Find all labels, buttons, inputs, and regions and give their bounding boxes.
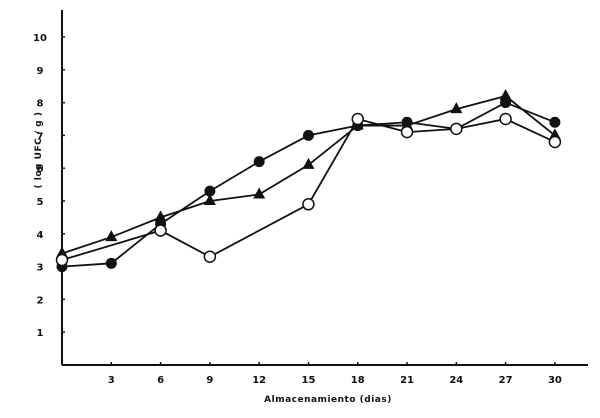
x-tick-label: 27 [499,375,513,386]
triangle-marker [203,194,216,205]
y-tick-label: 7 [37,131,44,142]
series-line [61,95,556,255]
triangle-marker [302,157,315,169]
y-tick-label: 8 [37,99,44,110]
filled-circle-marker [105,257,117,269]
triangle-marker [499,89,512,101]
series-line [61,101,556,268]
filled-circle-marker [302,129,314,141]
y-axis-title: ( log UFC / g ) [34,112,44,189]
x-axis-title: Almacenamiento (dias) [264,395,392,405]
open-circle-marker [351,112,364,126]
y-tick-label: 5 [37,197,44,208]
triangle-marker [105,230,118,242]
y-tick-label: 6 [37,164,44,175]
x-tick-label: 30 [548,375,562,386]
y-tick-label: 1 [37,328,44,339]
x-axis-ticks: 3 6 9 12 15 18 21 24 27 30 [108,362,562,386]
x-tick-label: 3 [108,375,115,386]
open-circle-marker [450,122,463,136]
x-tick-label: 18 [351,375,365,386]
triangle-marker [450,102,463,114]
x-tick-label: 6 [157,375,164,386]
triangle-marker [154,210,167,222]
filled-circle-marker [549,116,561,128]
open-circle-marker [400,125,414,139]
x-tick-label: 9 [206,375,213,386]
x-tick-label: 12 [252,375,266,386]
y-tick-label: 3 [37,263,44,274]
y-tick-label: 2 [37,295,44,306]
axes [61,10,588,366]
filled-circle-marker [204,185,216,197]
x-tick-label: 24 [449,375,463,386]
y-tick-label: 4 [37,230,44,241]
open-circle-marker [302,198,315,211]
open-circle-marker [499,112,512,126]
markers-open-circle [55,112,562,267]
series-filled-circle [61,101,556,268]
open-circle-marker [55,253,69,267]
series-filled-triangle [61,95,556,255]
open-circle-marker [154,224,167,237]
x-tick-label: 15 [301,375,315,386]
triangle-marker [253,187,266,199]
open-circle-marker [203,250,217,264]
series-layer [55,89,562,273]
y-tick-label: 9 [37,66,44,77]
filled-circle-marker [253,156,265,168]
x-tick-label: 21 [400,375,414,386]
open-circle-marker [548,135,562,149]
y-tick-label: 10 [33,33,47,44]
